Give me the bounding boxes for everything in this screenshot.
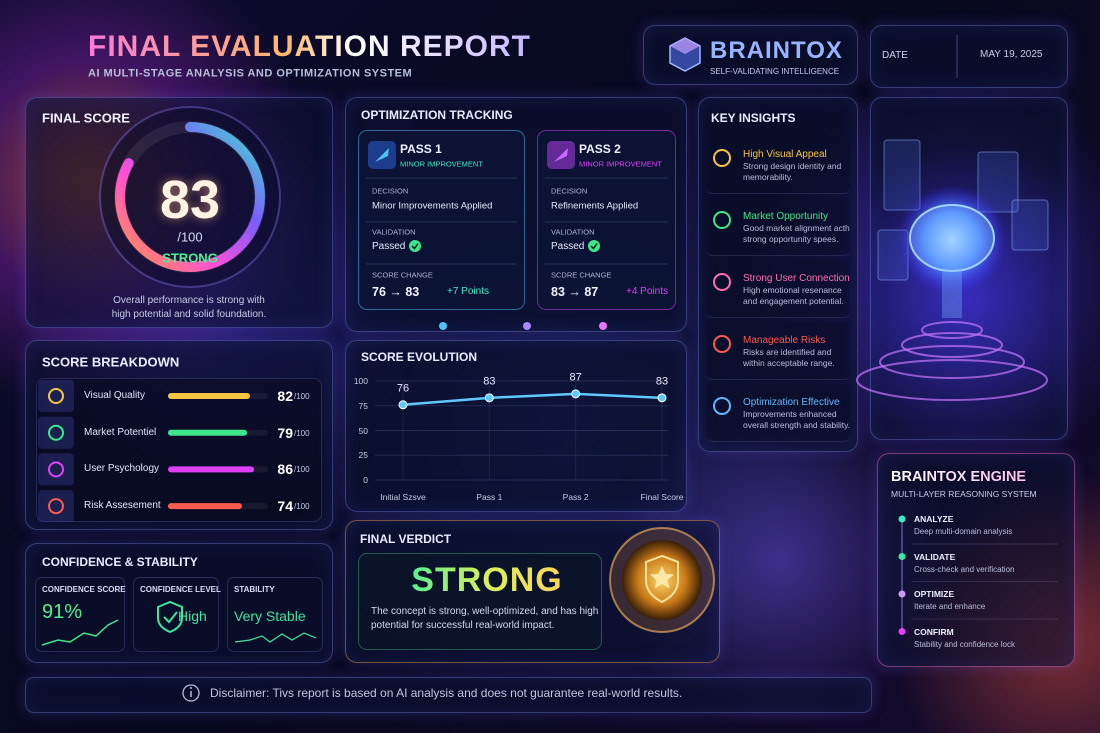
score-point-label: 87 — [569, 371, 582, 384]
engine-step-title: OPTIMIZE — [914, 588, 955, 599]
breakdown-max: /100 — [294, 392, 310, 401]
breakdown-score: 82 — [277, 388, 293, 404]
confidence-label: STABILITY — [234, 585, 275, 594]
breakdown-score: 86 — [277, 461, 293, 478]
verdict-title: FINAL VERDICT — [360, 532, 452, 546]
final-score-rating: STRONG — [162, 250, 218, 266]
date-value: MAY 19, 2025 — [980, 49, 1043, 60]
insight-text: High emotional resenance and engagement … — [743, 285, 844, 307]
score-breakdown-title: SCORE BREAKDOWN — [42, 354, 180, 370]
pass-validation-label: VALIDATION — [551, 227, 595, 237]
date-box — [870, 25, 1068, 88]
x-tick-label: Final Score — [640, 491, 684, 502]
verdict-value: STRONG — [411, 561, 563, 599]
pass-delta: +7 Points — [447, 286, 489, 297]
confidence-subcard — [133, 577, 219, 652]
confidence-value: 91% — [42, 601, 83, 623]
engine-step-text: Cross-check and verification — [914, 564, 1015, 574]
brand-name: BRAINTOX — [710, 37, 843, 64]
insight-text: Risks are identified and within acceptab… — [743, 347, 835, 369]
final-score-value: 83 — [159, 170, 221, 230]
disclaimer-bar — [25, 677, 872, 713]
score-evolution-card — [345, 340, 687, 512]
confidence-title: CONFIDENCE & STABILITY — [42, 555, 198, 569]
final-score-max: /100 — [177, 229, 203, 245]
pass-decision-label: DECISION — [551, 186, 588, 196]
engine-title: BRAINTOX ENGINE — [891, 468, 1027, 485]
confidence-value: Very Stable — [234, 608, 306, 624]
report-subtitle: AI MULTI-STAGE ANALYSIS AND OPTIMIZATION… — [88, 67, 413, 80]
insight-title: Manageable Risks — [743, 335, 826, 346]
pass-change: 76 → 83 — [372, 284, 420, 299]
confidence-label: CONFIDENCE SCORE — [42, 585, 126, 594]
insight-title: High Visual Appeal — [743, 149, 827, 160]
breakdown-max: /100 — [294, 428, 310, 438]
disclaimer-text: Disclaimer: Tivs report is based on AI a… — [210, 686, 683, 700]
engine-subtitle: MULTI-LAYER REASONING SYSTEM — [891, 488, 1037, 499]
engine-step-title: ANALYZE — [914, 513, 954, 524]
breakdown-score: 74 — [277, 498, 293, 515]
score-point-label: 83 — [483, 375, 496, 388]
insight-text: Good market alignment acth strong opport… — [743, 223, 850, 245]
breakdown-label: Risk Assesement — [84, 500, 161, 512]
pass-decision-label: DECISION — [372, 186, 409, 196]
score-point-label: 76 — [396, 382, 410, 395]
report-title: FINAL EVALUATION REPORT — [88, 30, 531, 63]
brand-tagline: SELF-VALIDATING INTELLIGENCE — [710, 67, 840, 76]
breakdown-max: /100 — [294, 465, 310, 475]
pass-delta: +4 Points — [626, 286, 668, 297]
engine-step-text: Deep multi-domain analysis — [914, 527, 1013, 536]
y-tick-label: 0 — [363, 474, 368, 485]
verdict-inner — [358, 553, 602, 650]
final-score-description: Overall performance is strong with high … — [111, 295, 267, 320]
final-score-title: FINAL SCORE — [42, 110, 130, 126]
pass-subtitle: MINOR IMPROVEMENT — [579, 159, 662, 169]
pass-validation: Passed — [551, 241, 585, 252]
breakdown-label: Market Potentiel — [84, 426, 157, 438]
engine-step-text: Iterate and enhance — [914, 602, 986, 611]
pass-name: PASS 1 — [400, 142, 442, 156]
chart-title: SCORE EVOLUTION — [361, 350, 478, 364]
x-tick-label: Initial Szsve — [380, 491, 426, 502]
breakdown-max: /100 — [294, 502, 310, 512]
optimization-title: OPTIMIZATION TRACKING — [361, 108, 513, 122]
pass-change-label: SCORE CHANGE — [372, 270, 433, 280]
x-tick-label: Pass 2 — [562, 491, 589, 502]
pass-change: 83 → 87 — [551, 284, 599, 299]
pass-validation: Passed — [372, 241, 406, 252]
insight-text: Improvements enhanced overall strength a… — [743, 409, 851, 431]
breakdown-label: User Psychology — [84, 463, 160, 475]
engine-step-title: VALIDATE — [914, 551, 956, 562]
confidence-label: CONFIDENCE LEVEL — [140, 585, 221, 594]
y-tick-label: 75 — [358, 400, 368, 411]
pass-decision: Minor Improvements Applied — [372, 200, 493, 212]
date-label: DATE — [882, 50, 908, 61]
breakdown-label: Visual Quality — [84, 390, 145, 401]
confidence-value: High — [178, 608, 207, 624]
pass-change-label: SCDRE CHANGE — [551, 270, 612, 280]
breakdown-score: 79 — [277, 424, 293, 441]
engine-card — [877, 453, 1075, 667]
x-tick-label: Pass 1 — [476, 491, 503, 502]
score-breakdown-list — [36, 378, 322, 522]
pass-subtitle: MINOR IMPROVEMENT — [400, 159, 483, 169]
insight-title: Strong User Connection — [743, 273, 850, 284]
score-point-label: 83 — [655, 375, 669, 388]
pass-name: PASS 2 — [579, 142, 621, 156]
insight-title: Market Opportunity — [743, 211, 829, 222]
engine-step-title: CONFIRM — [914, 626, 954, 637]
pass-decision: Refinements Applied — [551, 200, 639, 212]
insight-title: Optimization Effective — [743, 397, 840, 408]
pass-validation-label: VALIDATION — [372, 227, 416, 237]
insight-text: Strong design identity and memorability. — [743, 161, 842, 183]
engine-step-text: Stability and confidence lock — [914, 639, 1015, 649]
y-tick-label: 50 — [358, 425, 368, 436]
y-tick-label: 25 — [358, 450, 368, 460]
y-tick-label: 100 — [353, 375, 368, 386]
verdict-text: The concept is strong, well-optimized, a… — [371, 606, 599, 631]
insights-title: KEY INSIGHTS — [711, 111, 796, 125]
